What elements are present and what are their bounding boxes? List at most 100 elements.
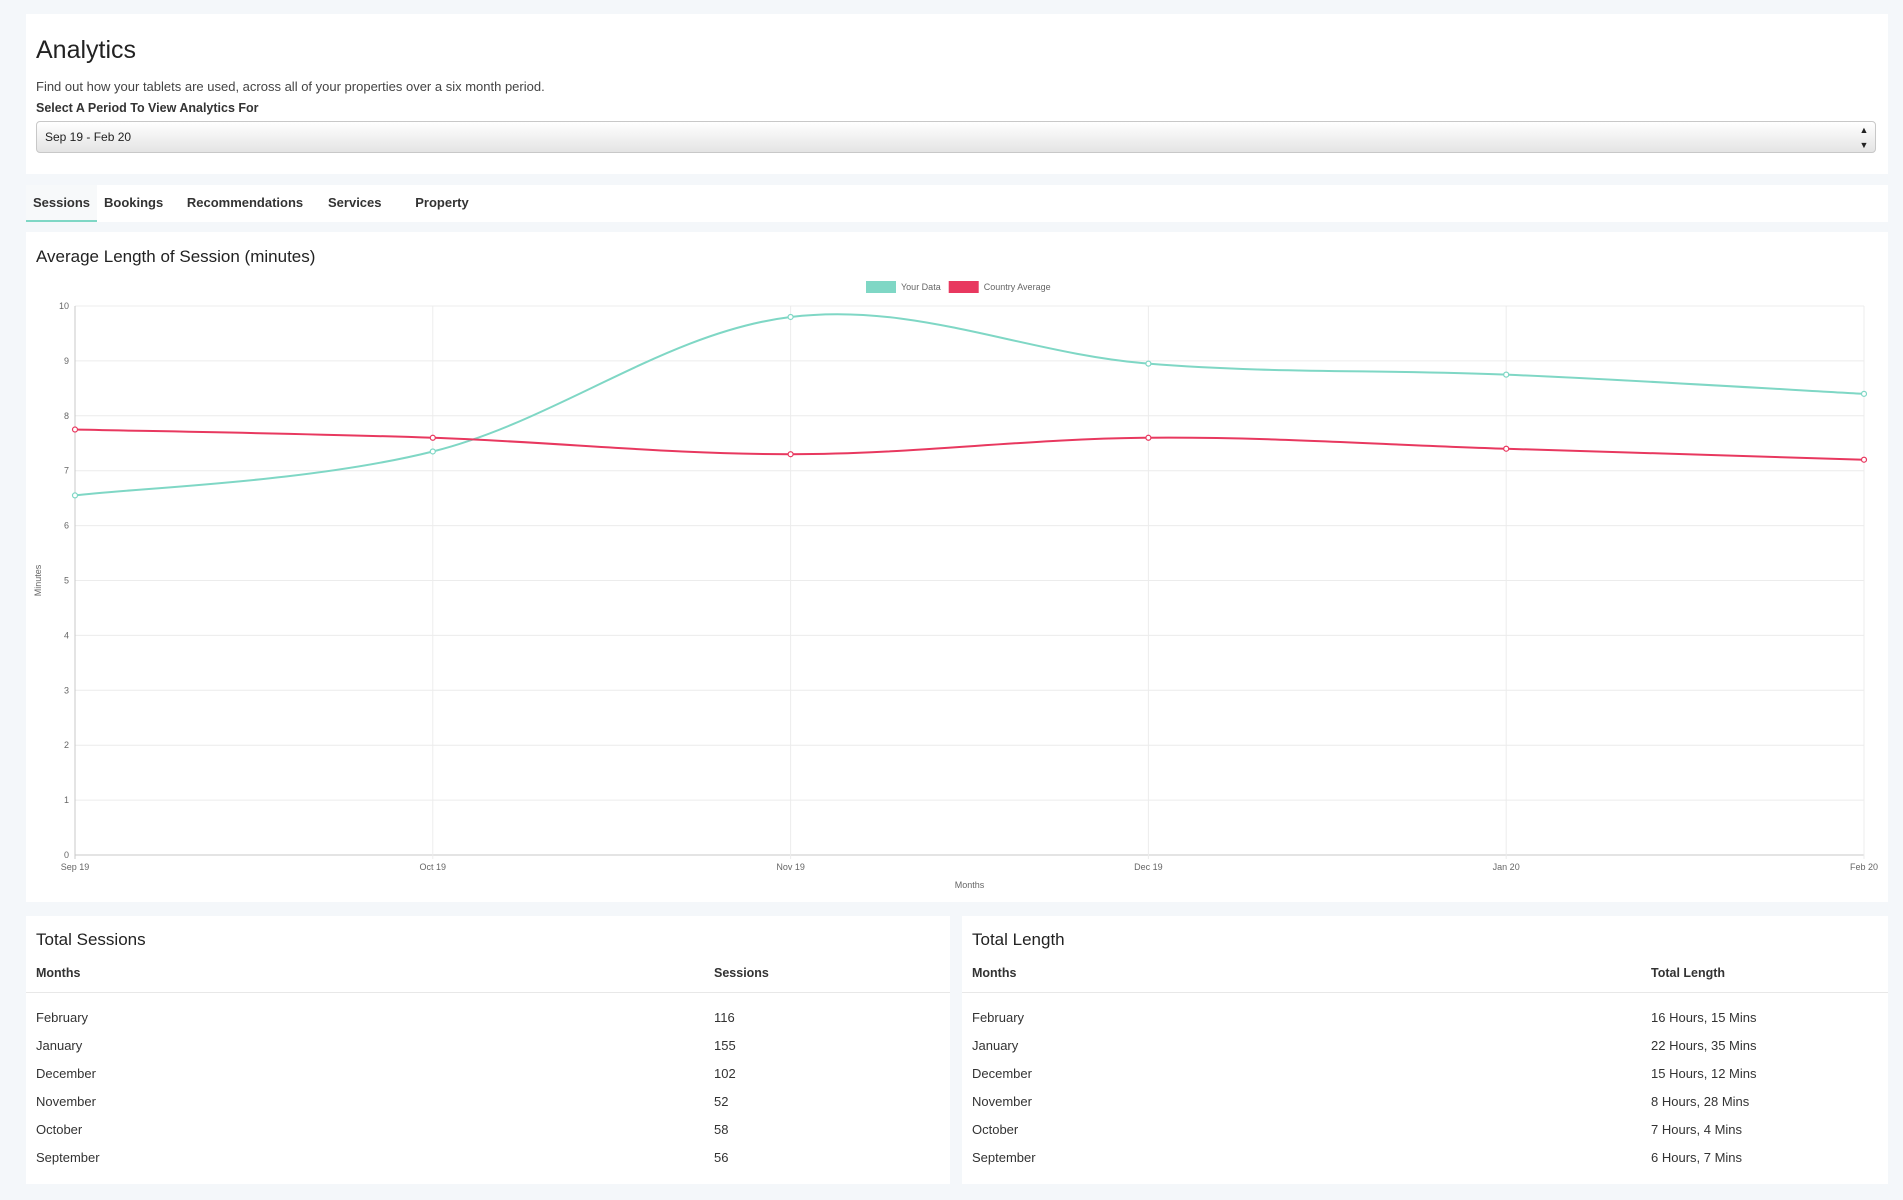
- x-tick-label: Jan 20: [1493, 862, 1520, 872]
- sessions-col-months: Months: [36, 966, 81, 980]
- table-row: November 52: [26, 1092, 950, 1120]
- period-select-label: Select A Period To View Analytics For: [36, 101, 259, 115]
- country-average-point: [71, 426, 79, 433]
- table-row: October 58: [26, 1120, 950, 1148]
- row-sessions: 102: [714, 1066, 736, 1081]
- up-down-caret-icon: ▲ ▼: [1859, 125, 1869, 150]
- tab-services[interactable]: Services: [328, 195, 382, 210]
- country-average-point: [1503, 445, 1510, 452]
- header-divider: [26, 992, 950, 993]
- table-row: October 7 Hours, 4 Mins: [962, 1120, 1888, 1148]
- row-total-length: 6 Hours, 7 Mins: [1651, 1150, 1743, 1165]
- your-data-point: [429, 448, 436, 455]
- row-month: November: [972, 1094, 1032, 1109]
- row-month: December: [972, 1066, 1032, 1081]
- chart-title: Average Length of Session (minutes): [36, 247, 316, 266]
- total-length-card: Total Length Months Total Length Februar…: [962, 916, 1888, 1184]
- page-title: Analytics: [36, 36, 137, 64]
- y-tick-label: 10: [59, 301, 69, 311]
- length-col-total-length: Total Length: [1651, 966, 1726, 980]
- y-tick-label: 5: [64, 576, 69, 586]
- country-average-legend-label: Country Average: [984, 282, 1051, 292]
- total-sessions-title: Total Sessions: [36, 930, 146, 949]
- row-total-length: 22 Hours, 35 Mins: [1651, 1038, 1757, 1053]
- session-length-chart: 0 1 2 3 4 5 6 7 8 9 10 Sep 19 Oct 19 Nov 19 Dec 19 Jan …: [33, 281, 1878, 890]
- y-tick-label: 6: [64, 521, 69, 531]
- country-average-line: [74, 428, 1865, 461]
- country-average-legend-swatch: [948, 281, 979, 293]
- total-length-title: Total Length: [972, 930, 1065, 949]
- country-average-point: [1860, 456, 1868, 463]
- page-description: Find out how your tablets are used, acro…: [36, 79, 545, 94]
- period-select[interactable]: Sep 19 - Feb 20 ▲ ▼: [36, 121, 1876, 153]
- country-average-point: [429, 434, 436, 441]
- your-data-point: [1503, 371, 1510, 378]
- total-sessions-card: Total Sessions Months Sessions February 1…: [26, 916, 950, 1184]
- row-total-length: 8 Hours, 28 Mins: [1651, 1094, 1750, 1109]
- row-month: September: [36, 1150, 100, 1165]
- table-row: September 6 Hours, 7 Mins: [962, 1148, 1888, 1176]
- table-row: December 15 Hours, 12 Mins: [962, 1064, 1888, 1092]
- sessions-col-sessions: Sessions: [714, 966, 769, 980]
- row-sessions: 155: [714, 1038, 736, 1053]
- row-total-length: 7 Hours, 4 Mins: [1651, 1122, 1743, 1137]
- length-table-body: February 16 Hours, 15 Mins January 22 Hour…: [962, 1008, 1888, 1176]
- x-tick-label: Feb 20: [1850, 862, 1878, 872]
- tab-property-guides[interactable]: Property Guides: [415, 195, 469, 246]
- table-row: February 16 Hours, 15 Mins: [962, 1008, 1888, 1036]
- x-tick-label: Oct 19: [420, 862, 447, 872]
- your-data-point: [1145, 360, 1152, 367]
- your-data-legend-swatch: [866, 281, 896, 293]
- table-row: January 22 Hours, 35 Mins: [962, 1036, 1888, 1064]
- country-average-point: [787, 451, 794, 458]
- your-data-point: [71, 492, 79, 499]
- y-tick-label: 2: [64, 740, 69, 750]
- row-sessions: 56: [714, 1150, 729, 1165]
- y-tick-label: 8: [64, 411, 69, 421]
- your-data-point: [787, 313, 794, 321]
- row-total-length: 15 Hours, 12 Mins: [1651, 1066, 1757, 1081]
- row-month: January: [36, 1038, 83, 1053]
- length-col-months: Months: [972, 966, 1017, 980]
- row-sessions: 52: [714, 1094, 729, 1109]
- row-month: January: [972, 1038, 1019, 1053]
- table-row: December 102: [26, 1064, 950, 1092]
- table-row: January 155: [26, 1036, 950, 1064]
- analytics-tabs: Sessions Bookings Recommendations Servic…: [26, 185, 1888, 246]
- analytics-header: Analytics Find out how your tablets are …: [26, 14, 1888, 174]
- country-average-point: [1145, 434, 1152, 441]
- row-month: October: [36, 1122, 83, 1137]
- tab-sessions[interactable]: Sessions: [26, 185, 97, 222]
- row-month: February: [36, 1010, 89, 1025]
- y-tick-label: 0: [64, 850, 69, 860]
- x-axis-title: Months: [955, 880, 985, 890]
- y-tick-label: 9: [64, 356, 69, 366]
- tab-recommendations[interactable]: Recommendations: [186, 195, 304, 210]
- row-month: February: [972, 1010, 1025, 1025]
- y-tick-label: 3: [64, 685, 69, 695]
- y-tick-label: 1: [64, 795, 69, 805]
- y-axis-title: Minutes: [33, 564, 43, 596]
- row-total-length: 16 Hours, 15 Mins: [1651, 1010, 1757, 1025]
- y-tick-label: 4: [64, 630, 69, 640]
- row-month: December: [36, 1066, 96, 1081]
- row-sessions: 58: [714, 1122, 729, 1137]
- your-data-line: [74, 313, 1865, 497]
- row-month: October: [972, 1122, 1019, 1137]
- x-tick-label: Nov 19: [776, 862, 805, 872]
- row-month: November: [36, 1094, 96, 1109]
- row-sessions: 116: [714, 1010, 735, 1025]
- your-data-legend-label: Your Data: [901, 282, 941, 292]
- table-row: November 8 Hours, 28 Mins: [962, 1092, 1888, 1120]
- your-data-point: [1860, 390, 1868, 397]
- table-row: February 116: [26, 1008, 950, 1036]
- x-tick-label: Dec 19: [1134, 862, 1163, 872]
- row-month: September: [972, 1150, 1036, 1165]
- table-row: September 56: [26, 1148, 950, 1176]
- header-divider: [962, 992, 1888, 993]
- sessions-table-body: February 116 January 155 December 102 Novem…: [26, 1008, 950, 1176]
- y-tick-label: 7: [64, 466, 69, 476]
- tab-bookings[interactable]: Bookings: [104, 195, 164, 210]
- session-length-chart-card: Average Length of Session (minutes) 0 1 2 3…: [26, 232, 1888, 902]
- period-select-value: Sep 19 - Feb 20: [45, 130, 132, 144]
